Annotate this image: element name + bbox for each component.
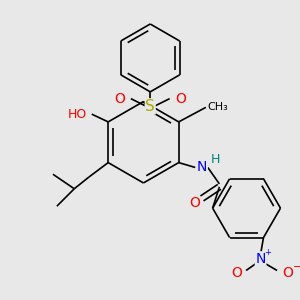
Text: O: O bbox=[231, 266, 242, 280]
Text: S: S bbox=[146, 99, 155, 114]
Text: CH₃: CH₃ bbox=[207, 102, 228, 112]
Text: H: H bbox=[211, 153, 220, 166]
Text: O: O bbox=[115, 92, 126, 106]
Text: N: N bbox=[197, 160, 207, 174]
Text: −: − bbox=[293, 262, 300, 272]
Text: O: O bbox=[175, 92, 186, 106]
Text: O: O bbox=[189, 196, 200, 210]
Text: HO: HO bbox=[68, 108, 87, 121]
Text: N: N bbox=[255, 252, 266, 266]
Text: +: + bbox=[264, 248, 271, 256]
Text: O: O bbox=[282, 266, 293, 280]
